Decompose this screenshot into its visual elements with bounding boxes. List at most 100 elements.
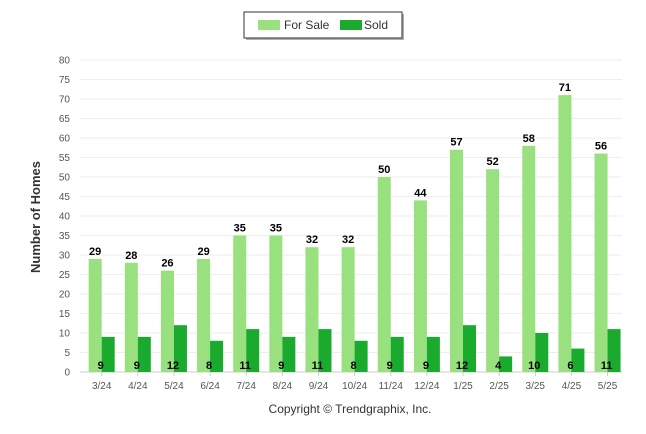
data-label-for-sale: 28 [125, 250, 137, 262]
x-axis: 3/24 4/24 5/24 6/24 7/24 8/24 9/24 10/24 11/24 12… [92, 372, 618, 392]
data-label-sold: 6 [567, 360, 573, 372]
y-tick-label: 0 [64, 368, 70, 379]
x-tick-label: 4/24 [128, 381, 148, 392]
bar-sold [173, 325, 187, 372]
x-tick-label: 3/24 [92, 381, 112, 392]
x-tick-label: 3/25 [526, 381, 546, 392]
y-tick-label: 20 [59, 290, 71, 301]
bar-sold [463, 325, 477, 372]
data-label-for-sale: 32 [342, 234, 354, 246]
data-label-for-sale: 57 [450, 137, 462, 149]
x-tick-label: 2/25 [489, 381, 509, 392]
y-tick-label: 40 [59, 212, 71, 223]
legend-label-for-sale: For Sale [284, 18, 330, 32]
y-tick-label: 15 [59, 309, 71, 320]
bar-sold [426, 336, 440, 372]
x-tick-label: 12/24 [414, 381, 439, 392]
bar-sold [210, 340, 224, 372]
legend-swatch-for-sale [258, 20, 280, 30]
legend-label-sold: Sold [364, 18, 388, 32]
bar-for-sale [594, 153, 608, 372]
data-label-sold: 12 [456, 360, 468, 372]
data-label-sold: 9 [134, 360, 140, 372]
data-labels: 29 9 28 9 26 12 29 8 35 11 35 9 32 11 32 8 50 9 44 9 57 12 52 4… [89, 82, 612, 372]
y-tick-label: 80 [59, 56, 71, 67]
x-tick-label: 9/24 [309, 381, 329, 392]
bar-sold [246, 329, 260, 372]
data-label-sold: 8 [351, 360, 357, 372]
bar-for-sale [341, 247, 355, 372]
bar-sold [282, 336, 296, 372]
x-tick-label: 6/24 [200, 381, 220, 392]
bars [88, 95, 621, 372]
bar-for-sale [124, 262, 138, 372]
data-label-for-sale: 35 [270, 223, 282, 235]
bar-sold [607, 329, 621, 372]
y-axis: 0 5 10 15 20 25 30 35 40 45 50 55 60 65 70 75 80 [59, 56, 71, 379]
y-tick-label: 30 [59, 251, 71, 262]
data-label-for-sale: 29 [197, 246, 209, 258]
data-label-sold: 9 [278, 360, 284, 372]
data-label-for-sale: 71 [559, 82, 571, 94]
x-tick-label: 8/24 [273, 381, 293, 392]
bar-for-sale [486, 169, 500, 372]
bar-sold [318, 329, 332, 372]
data-label-sold: 9 [387, 360, 393, 372]
bar-for-sale [160, 270, 174, 372]
y-tick-label: 45 [59, 192, 71, 203]
y-axis-title: Number of Homes [28, 161, 43, 273]
data-label-for-sale: 44 [414, 187, 427, 199]
data-label-for-sale: 29 [89, 246, 101, 258]
data-label-sold: 8 [206, 360, 212, 372]
data-label-for-sale: 35 [234, 223, 246, 235]
copyright-text: Copyright © Trendgraphix, Inc. [269, 402, 432, 416]
bar-for-sale [269, 235, 283, 372]
data-label-for-sale: 50 [378, 164, 390, 176]
bar-sold [354, 340, 368, 372]
bar-for-sale [377, 177, 391, 372]
bar-for-sale [413, 200, 427, 372]
y-tick-label: 50 [59, 173, 71, 184]
bar-for-sale [233, 235, 247, 372]
y-tick-label: 55 [59, 153, 71, 164]
bar-sold [390, 336, 404, 372]
bar-for-sale [88, 258, 102, 372]
data-label-sold: 9 [423, 360, 429, 372]
legend-swatch-sold [340, 20, 362, 30]
data-label-sold: 10 [528, 360, 540, 372]
data-label-for-sale: 58 [523, 133, 535, 145]
data-label-sold: 12 [167, 360, 179, 372]
y-tick-label: 65 [59, 114, 71, 125]
bar-for-sale [197, 258, 211, 372]
x-tick-label: 4/25 [562, 381, 582, 392]
y-tick-label: 75 [59, 75, 71, 86]
x-tick-label: 5/24 [164, 381, 184, 392]
data-label-sold: 11 [312, 360, 324, 372]
legend: For Sale Sold [243, 11, 404, 40]
y-tick-label: 70 [59, 95, 71, 106]
y-tick-label: 60 [59, 134, 71, 145]
x-tick-label: 5/25 [598, 381, 618, 392]
bar-sold [137, 336, 151, 372]
x-tick-label: 7/24 [236, 381, 256, 392]
data-label-for-sale: 56 [595, 141, 607, 153]
data-label-sold: 9 [98, 360, 104, 372]
bar-for-sale [558, 95, 572, 372]
data-label-for-sale: 26 [161, 258, 173, 270]
bar-sold [571, 348, 585, 372]
x-tick-label: 1/25 [453, 381, 473, 392]
bar-for-sale [522, 145, 536, 372]
bar-sold [101, 336, 115, 372]
data-label-for-sale: 32 [306, 234, 318, 246]
bar-sold [499, 356, 513, 372]
x-tick-label: 11/24 [379, 381, 404, 392]
bar-for-sale [450, 149, 464, 372]
y-tick-label: 10 [59, 329, 71, 340]
x-tick-label: 10/24 [342, 381, 367, 392]
bar-for-sale [305, 247, 319, 372]
y-tick-label: 25 [59, 270, 71, 281]
data-label-sold: 11 [601, 360, 613, 372]
data-label-sold: 11 [239, 360, 251, 372]
data-label-sold: 4 [495, 360, 502, 372]
